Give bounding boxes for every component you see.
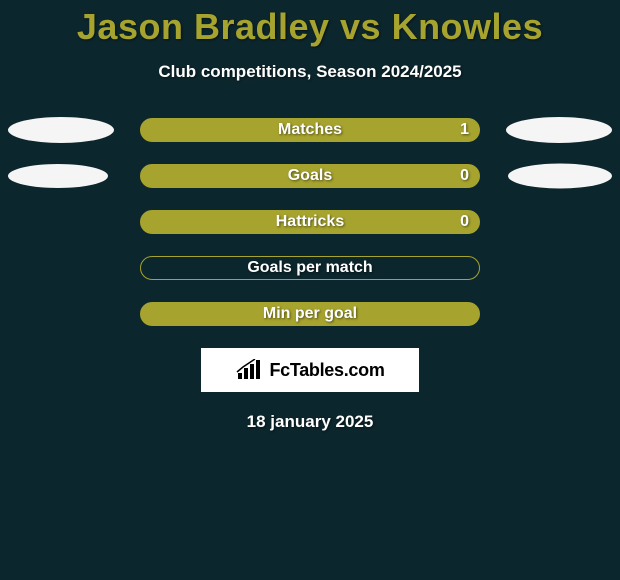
stat-row: Matches 1: [0, 118, 620, 142]
stats-rows: Matches 1 Goals 0 Hattricks 0 Goals per match M…: [0, 118, 620, 326]
stat-value: 0: [460, 167, 469, 185]
stat-label: Goals per match: [247, 259, 372, 277]
stat-bar: Hattricks 0: [140, 210, 480, 234]
right-ellipse: [508, 164, 612, 189]
stat-row: Goals 0: [0, 164, 620, 188]
right-ellipse: [506, 117, 612, 143]
stat-bar: Goals per match: [140, 256, 480, 280]
stat-row: Min per goal: [0, 302, 620, 326]
logo-box: FcTables.com: [201, 348, 419, 392]
stat-bar: Goals 0: [140, 164, 480, 188]
subtitle: Club competitions, Season 2024/2025: [0, 62, 620, 82]
stat-bar: Min per goal: [140, 302, 480, 326]
left-ellipse: [8, 164, 108, 188]
stat-label: Hattricks: [276, 213, 344, 231]
bars-chart-icon: [235, 359, 263, 381]
stat-bar: Matches 1: [140, 118, 480, 142]
stat-value: 1: [460, 121, 469, 139]
left-ellipse: [8, 117, 114, 143]
stat-value: 0: [460, 213, 469, 231]
stat-row: Hattricks 0: [0, 210, 620, 234]
stat-label: Matches: [278, 121, 342, 139]
stat-row: Goals per match: [0, 256, 620, 280]
stat-label: Goals: [288, 167, 332, 185]
stat-label: Min per goal: [263, 305, 357, 323]
date-text: 18 january 2025: [0, 412, 620, 432]
logo-text: FcTables.com: [269, 360, 384, 381]
page-title: Jason Bradley vs Knowles: [0, 0, 620, 48]
